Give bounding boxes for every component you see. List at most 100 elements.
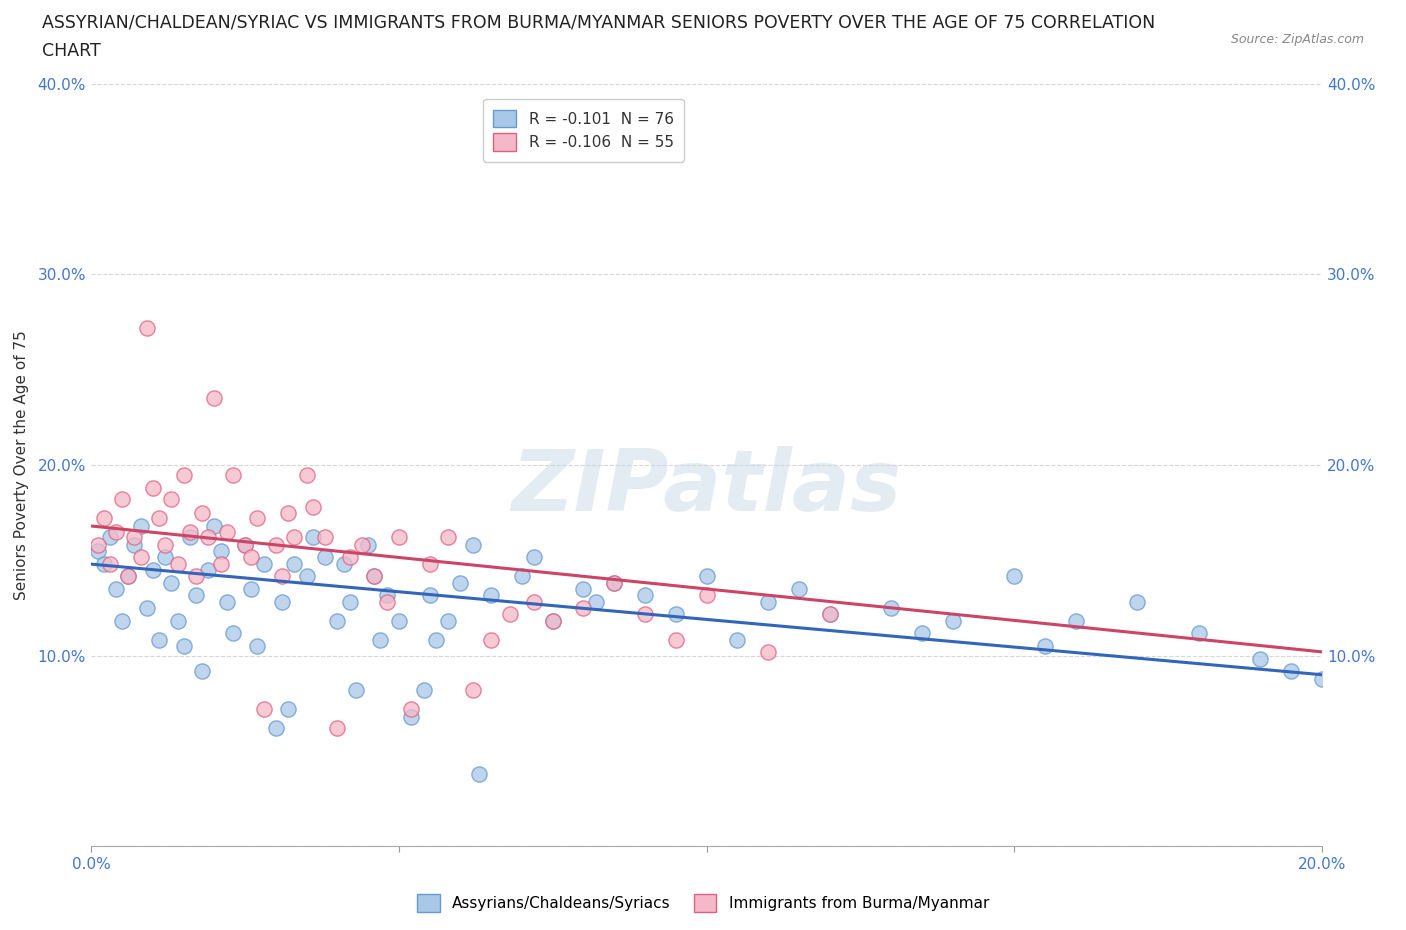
Point bbox=[135, 601, 157, 616]
Point bbox=[160, 492, 183, 507]
Point bbox=[1249, 652, 1271, 667]
Point bbox=[246, 639, 269, 654]
Point bbox=[541, 614, 564, 629]
Point bbox=[184, 587, 207, 602]
Point bbox=[98, 530, 121, 545]
Point bbox=[339, 549, 361, 564]
Point bbox=[314, 549, 336, 564]
Point bbox=[301, 530, 323, 545]
Point bbox=[388, 614, 411, 629]
Point bbox=[209, 557, 232, 572]
Point bbox=[818, 606, 841, 621]
Point bbox=[271, 568, 294, 583]
Point bbox=[135, 320, 157, 335]
Point bbox=[222, 625, 245, 640]
Point bbox=[222, 467, 245, 482]
Point bbox=[332, 557, 354, 572]
Point bbox=[357, 538, 380, 552]
Point bbox=[253, 701, 276, 716]
Point bbox=[86, 543, 108, 558]
Point bbox=[166, 557, 188, 572]
Point bbox=[425, 633, 447, 648]
Point bbox=[1064, 614, 1087, 629]
Point bbox=[399, 710, 422, 724]
Point bbox=[419, 587, 441, 602]
Point bbox=[179, 525, 201, 539]
Point bbox=[375, 595, 398, 610]
Point bbox=[117, 568, 139, 583]
Point bbox=[696, 587, 718, 602]
Y-axis label: Seniors Poverty Over the Age of 75: Seniors Poverty Over the Age of 75 bbox=[14, 330, 30, 600]
Point bbox=[1033, 639, 1056, 654]
Point bbox=[388, 530, 411, 545]
Point bbox=[818, 606, 841, 621]
Point bbox=[240, 581, 263, 596]
Point bbox=[301, 499, 323, 514]
Point bbox=[197, 563, 219, 578]
Text: CHART: CHART bbox=[42, 42, 101, 60]
Point bbox=[142, 481, 165, 496]
Point bbox=[246, 511, 269, 525]
Point bbox=[197, 530, 219, 545]
Point bbox=[253, 557, 276, 572]
Point bbox=[911, 625, 934, 640]
Point bbox=[370, 633, 392, 648]
Legend: Assyrians/Chaldeans/Syriacs, Immigrants from Burma/Myanmar: Assyrians/Chaldeans/Syriacs, Immigrants … bbox=[411, 888, 995, 918]
Point bbox=[479, 587, 502, 602]
Point bbox=[129, 549, 152, 564]
Point bbox=[479, 633, 502, 648]
Point bbox=[233, 538, 256, 552]
Point bbox=[756, 644, 779, 659]
Point bbox=[148, 633, 170, 648]
Point bbox=[111, 614, 134, 629]
Text: ZIPatlas: ZIPatlas bbox=[512, 446, 901, 529]
Point bbox=[880, 601, 903, 616]
Point bbox=[202, 391, 225, 405]
Point bbox=[461, 538, 484, 552]
Point bbox=[1310, 671, 1333, 686]
Point bbox=[142, 563, 165, 578]
Point bbox=[572, 581, 595, 596]
Text: ASSYRIAN/CHALDEAN/SYRIAC VS IMMIGRANTS FROM BURMA/MYANMAR SENIORS POVERTY OVER T: ASSYRIAN/CHALDEAN/SYRIAC VS IMMIGRANTS F… bbox=[42, 14, 1156, 32]
Point bbox=[449, 576, 471, 591]
Point bbox=[277, 701, 299, 716]
Point bbox=[665, 633, 688, 648]
Point bbox=[264, 721, 287, 736]
Point bbox=[344, 683, 367, 698]
Point bbox=[1187, 625, 1209, 640]
Point bbox=[148, 511, 170, 525]
Point bbox=[98, 557, 121, 572]
Point bbox=[202, 519, 225, 534]
Point bbox=[498, 606, 520, 621]
Point bbox=[93, 557, 115, 572]
Point bbox=[412, 683, 434, 698]
Point bbox=[160, 576, 183, 591]
Point bbox=[153, 549, 177, 564]
Point bbox=[326, 614, 349, 629]
Point bbox=[461, 683, 484, 698]
Point bbox=[271, 595, 294, 610]
Point bbox=[1126, 595, 1149, 610]
Point bbox=[634, 606, 657, 621]
Point bbox=[787, 581, 810, 596]
Point bbox=[541, 614, 564, 629]
Point bbox=[105, 581, 127, 596]
Point bbox=[350, 538, 373, 552]
Point bbox=[572, 601, 595, 616]
Point bbox=[283, 557, 305, 572]
Point bbox=[277, 505, 299, 520]
Point bbox=[510, 568, 533, 583]
Point bbox=[179, 530, 201, 545]
Point bbox=[326, 721, 349, 736]
Point bbox=[1002, 568, 1025, 583]
Point bbox=[363, 568, 385, 583]
Point bbox=[283, 530, 305, 545]
Point bbox=[124, 530, 146, 545]
Point bbox=[419, 557, 441, 572]
Point bbox=[264, 538, 287, 552]
Point bbox=[215, 525, 238, 539]
Point bbox=[468, 766, 491, 781]
Point bbox=[314, 530, 336, 545]
Point bbox=[295, 467, 318, 482]
Point bbox=[1279, 663, 1302, 678]
